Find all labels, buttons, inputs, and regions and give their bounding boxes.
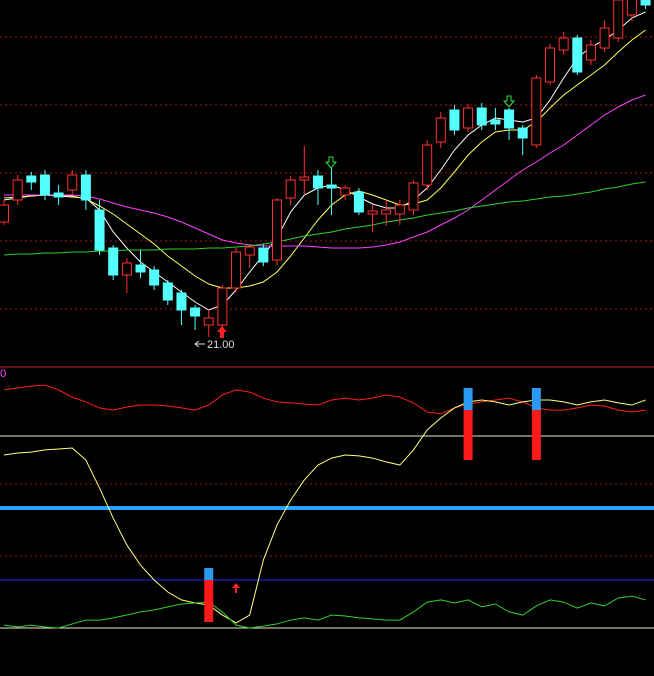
candle-body (326, 184, 337, 189)
candle-body (640, 0, 651, 6)
candle-body (217, 287, 228, 326)
candle-body (367, 210, 378, 215)
candle-body (585, 44, 596, 61)
ma-line (4, 94, 646, 249)
candle-body (353, 191, 364, 213)
candle-body (53, 192, 64, 198)
candle-body (94, 209, 105, 251)
candle-body (449, 109, 460, 131)
candle-body (394, 204, 405, 215)
candle-body (190, 307, 201, 317)
candle-body (490, 119, 501, 125)
candle-body (572, 37, 583, 73)
sell-arrow (324, 156, 338, 169)
candle-body (258, 247, 269, 263)
signal-red (204, 580, 214, 622)
candle-body (504, 109, 515, 129)
candle-body (149, 269, 160, 286)
candle-body (340, 187, 351, 196)
candle-body (176, 292, 187, 311)
candle-body (121, 262, 132, 276)
candle-body (80, 174, 91, 201)
candle-body (408, 182, 419, 211)
candle-body (39, 174, 50, 196)
candle-body (558, 37, 569, 51)
indicator-label: 00 (0, 368, 6, 380)
candle-body (435, 117, 446, 143)
signal-blue (463, 388, 473, 411)
candle-body (381, 209, 392, 215)
candle-body (12, 179, 23, 201)
candle-body (476, 107, 487, 126)
buy-arrow (232, 583, 240, 593)
signal-blue (531, 388, 541, 411)
candle-body (517, 127, 528, 139)
signal-red (531, 410, 541, 460)
indicator-line (3, 595, 646, 629)
candle-body (244, 246, 255, 256)
candle-body (422, 144, 433, 186)
indicator-panel (0, 384, 654, 629)
candle-body (108, 247, 119, 276)
candle-body (613, 0, 624, 39)
candle-body (26, 175, 37, 183)
signal-blue (204, 568, 214, 580)
candle-body (203, 317, 214, 326)
candle-body (299, 176, 310, 181)
candle-body (0, 204, 9, 223)
candle-body (231, 251, 242, 289)
candle-body (463, 107, 474, 129)
candle-body (285, 179, 296, 199)
price-panel (0, 0, 654, 337)
candle-body (67, 174, 78, 191)
candle-body (135, 264, 146, 273)
candle-body (312, 175, 323, 189)
sell-arrow (502, 95, 516, 108)
low-pointer-head (194, 340, 200, 348)
candle-body (531, 77, 542, 146)
low-label: 21.00 (207, 339, 235, 351)
candle-body (545, 47, 555, 83)
candle-body (272, 199, 282, 261)
buy-arrow (217, 326, 227, 338)
candle-body (599, 27, 610, 49)
signal-red (463, 410, 473, 460)
candle-body (626, 0, 637, 16)
candle-body (162, 282, 173, 301)
